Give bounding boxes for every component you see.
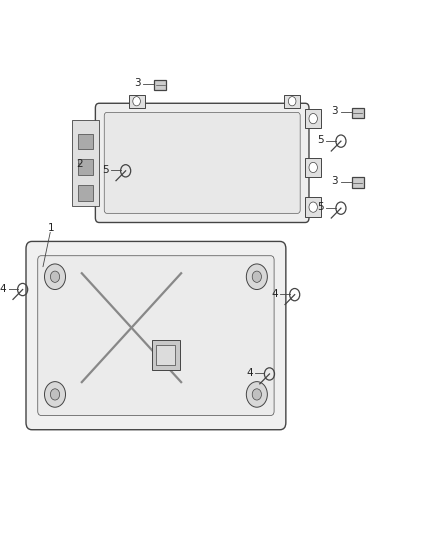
Bar: [152, 340, 180, 370]
Circle shape: [309, 163, 318, 173]
Text: 5: 5: [318, 135, 324, 145]
Circle shape: [246, 264, 267, 289]
FancyBboxPatch shape: [38, 256, 274, 415]
Circle shape: [288, 96, 296, 106]
Bar: [352, 108, 364, 118]
Bar: [305, 109, 321, 128]
Circle shape: [252, 271, 261, 282]
Text: 3: 3: [331, 107, 338, 117]
Circle shape: [50, 271, 60, 282]
Text: 2: 2: [76, 159, 83, 169]
Bar: [352, 177, 364, 188]
Text: 4: 4: [0, 284, 6, 294]
Bar: [305, 158, 321, 177]
Text: 4: 4: [271, 288, 278, 298]
Circle shape: [50, 389, 60, 400]
Bar: [129, 95, 145, 108]
Text: 5: 5: [318, 202, 324, 212]
FancyBboxPatch shape: [104, 112, 300, 213]
Text: 5: 5: [102, 165, 109, 175]
FancyBboxPatch shape: [95, 103, 309, 222]
Circle shape: [309, 114, 318, 124]
Circle shape: [252, 389, 261, 400]
Bar: [72, 120, 99, 206]
Circle shape: [45, 382, 66, 407]
Circle shape: [133, 96, 140, 106]
Bar: [78, 134, 93, 149]
Bar: [284, 95, 300, 108]
FancyBboxPatch shape: [26, 241, 286, 430]
Text: 3: 3: [331, 176, 338, 186]
Bar: [154, 80, 166, 90]
Circle shape: [45, 264, 66, 289]
Bar: [305, 197, 321, 217]
Circle shape: [309, 202, 318, 212]
Bar: [78, 185, 93, 200]
Bar: [156, 345, 175, 365]
Text: 4: 4: [246, 368, 253, 378]
Circle shape: [246, 382, 267, 407]
Bar: [78, 159, 93, 175]
Text: 1: 1: [47, 223, 54, 233]
Text: 3: 3: [134, 78, 140, 88]
